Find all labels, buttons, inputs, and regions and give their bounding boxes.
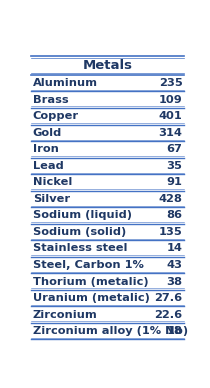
Text: Stainless steel: Stainless steel bbox=[33, 243, 127, 253]
Text: 38: 38 bbox=[167, 277, 182, 286]
Text: 35: 35 bbox=[167, 161, 182, 171]
Text: 91: 91 bbox=[167, 177, 182, 187]
Text: Nickel: Nickel bbox=[33, 177, 72, 187]
Text: Lead: Lead bbox=[33, 161, 63, 171]
Text: Thorium (metalic): Thorium (metalic) bbox=[33, 277, 148, 286]
Text: 27.6: 27.6 bbox=[154, 293, 182, 303]
Text: 109: 109 bbox=[159, 95, 182, 105]
Text: 22.6: 22.6 bbox=[154, 310, 182, 320]
Text: 401: 401 bbox=[159, 111, 182, 121]
Text: 135: 135 bbox=[159, 227, 182, 237]
Text: Copper: Copper bbox=[33, 111, 79, 121]
Text: Aluminum: Aluminum bbox=[33, 78, 98, 88]
Text: Sodium (solid): Sodium (solid) bbox=[33, 227, 126, 237]
Text: 428: 428 bbox=[159, 194, 182, 204]
Text: Steel, Carbon 1%: Steel, Carbon 1% bbox=[33, 260, 144, 270]
Text: 235: 235 bbox=[159, 78, 182, 88]
Text: Gold: Gold bbox=[33, 128, 62, 138]
Text: 67: 67 bbox=[167, 144, 182, 154]
Text: Uranium (metalic): Uranium (metalic) bbox=[33, 293, 150, 303]
Text: Metals: Metals bbox=[83, 59, 133, 72]
Text: Iron: Iron bbox=[33, 144, 59, 154]
Text: 14: 14 bbox=[167, 243, 182, 253]
Text: 18: 18 bbox=[167, 326, 182, 336]
Text: Zirconium alloy (1% Nb): Zirconium alloy (1% Nb) bbox=[33, 326, 188, 336]
Text: 314: 314 bbox=[159, 128, 182, 138]
Text: 86: 86 bbox=[167, 210, 182, 220]
Text: Zirconium: Zirconium bbox=[33, 310, 97, 320]
Text: 43: 43 bbox=[167, 260, 182, 270]
Text: Sodium (liquid): Sodium (liquid) bbox=[33, 210, 132, 220]
Text: Brass: Brass bbox=[33, 95, 68, 105]
Text: Silver: Silver bbox=[33, 194, 70, 204]
